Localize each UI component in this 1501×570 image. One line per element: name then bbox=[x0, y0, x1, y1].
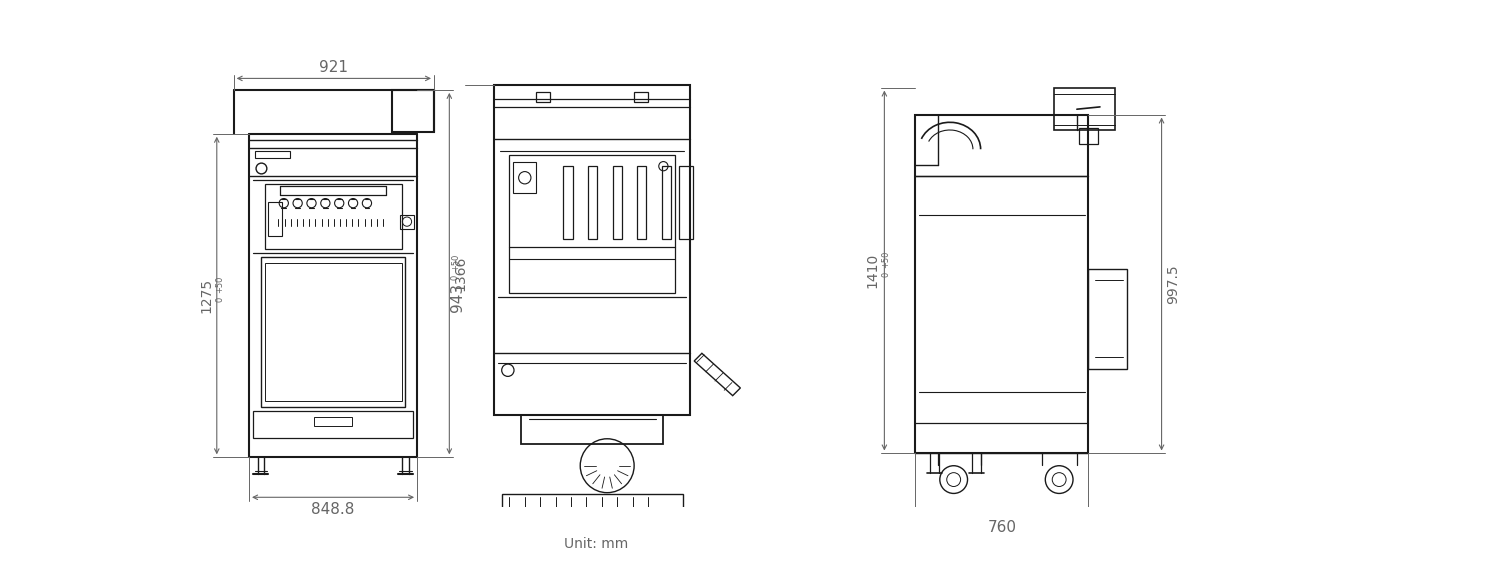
Bar bbox=[401, 215, 414, 229]
Text: Unit: mm: Unit: mm bbox=[563, 538, 627, 551]
Bar bbox=[494, 86, 690, 415]
Bar bbox=[269, 202, 282, 236]
Bar bbox=[509, 154, 675, 293]
Bar bbox=[563, 166, 572, 239]
Bar bbox=[662, 166, 671, 239]
Text: 760: 760 bbox=[988, 520, 1016, 535]
Text: 921: 921 bbox=[320, 60, 348, 75]
Text: 1275: 1275 bbox=[200, 278, 213, 313]
Text: 1366: 1366 bbox=[453, 256, 467, 291]
Text: +50: +50 bbox=[215, 275, 224, 292]
Text: 848.8: 848.8 bbox=[311, 502, 354, 517]
Text: +50: +50 bbox=[881, 250, 890, 268]
Bar bbox=[1079, 128, 1099, 144]
Text: 943: 943 bbox=[449, 283, 464, 312]
Text: 0: 0 bbox=[450, 275, 459, 280]
Text: 1410: 1410 bbox=[865, 253, 880, 288]
Bar bbox=[261, 257, 405, 407]
Bar bbox=[588, 166, 597, 239]
Bar bbox=[536, 92, 551, 102]
Bar bbox=[521, 415, 663, 444]
Bar bbox=[633, 92, 648, 102]
Bar bbox=[612, 166, 621, 239]
Bar bbox=[264, 263, 402, 401]
Text: 997.5: 997.5 bbox=[1166, 264, 1180, 304]
Bar bbox=[1088, 268, 1127, 369]
Bar bbox=[1054, 88, 1115, 130]
Bar bbox=[513, 162, 536, 193]
Text: 0: 0 bbox=[215, 297, 224, 302]
Bar bbox=[392, 90, 434, 132]
Bar bbox=[314, 417, 353, 426]
Bar bbox=[254, 411, 413, 438]
Bar bbox=[678, 166, 692, 239]
Bar bbox=[264, 184, 402, 249]
Bar bbox=[501, 494, 683, 510]
Text: +50: +50 bbox=[450, 254, 459, 271]
Bar bbox=[916, 115, 1088, 453]
Bar bbox=[638, 166, 647, 239]
Text: 0: 0 bbox=[881, 272, 890, 277]
Bar bbox=[255, 151, 290, 158]
